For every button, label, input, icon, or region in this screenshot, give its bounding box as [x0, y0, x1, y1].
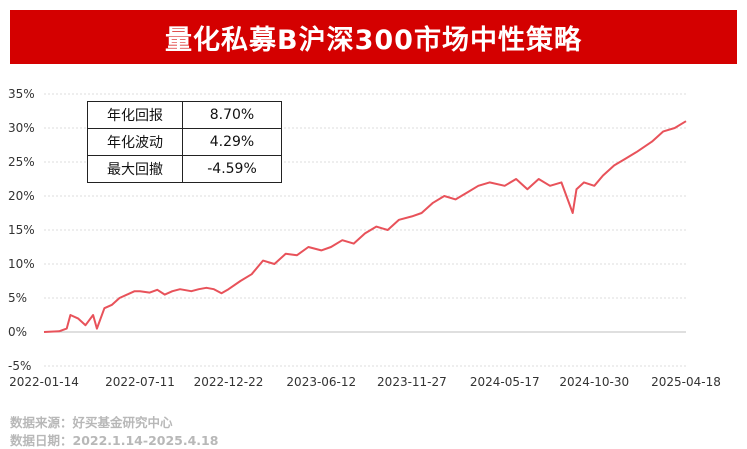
stats-row-annual-return: 年化回报 8.70%: [87, 101, 282, 129]
x-tick-label: 2023-11-27: [377, 375, 447, 389]
series-line: [43, 120, 687, 333]
y-tick-label: 20%: [8, 189, 35, 203]
stats-table: 年化回报 8.70% 年化波动 4.29% 最大回撤 -4.59%: [87, 101, 282, 183]
data-source: 数据来源：好买基金研究中心: [10, 415, 173, 430]
chart-title-banner: 量化私募B沪深300市场中性策略: [10, 10, 737, 64]
y-tick-label: 25%: [8, 155, 35, 169]
stats-row-annual-volatility: 年化波动 4.29%: [87, 128, 282, 156]
stats-row-max-drawdown: 最大回撤 -4.59%: [87, 155, 282, 183]
y-tick-label: 10%: [8, 257, 35, 271]
y-tick-label: 30%: [8, 121, 35, 135]
y-tick-label: -5%: [8, 359, 31, 373]
x-axis-ticks: 2022-01-14 2022-07-11 2022-12-22 2023-06-12…: [9, 375, 721, 389]
y-axis-ticks: -5% 0% 5% 10% 15% 20% 25% 30% 35%: [8, 87, 35, 373]
x-tick-label: 2024-05-17: [470, 375, 540, 389]
y-tick-label: 5%: [8, 291, 27, 305]
x-tick-label: 2023-06-12: [286, 375, 356, 389]
grid-layer: [44, 93, 686, 367]
stats-value: 4.29%: [182, 128, 282, 156]
stats-label: 年化回报: [87, 101, 183, 129]
series-layer: [43, 120, 687, 333]
stats-value: 8.70%: [182, 101, 282, 129]
x-tick-label: 2025-04-18: [651, 375, 721, 389]
stats-label: 最大回撤: [87, 155, 183, 183]
chart-title: 量化私募B沪深300市场中性策略: [165, 24, 582, 56]
y-tick-label: 15%: [8, 223, 35, 237]
x-tick-label: 2022-07-11: [105, 375, 175, 389]
y-tick-label: 0%: [8, 325, 27, 339]
x-tick-label: 2022-01-14: [9, 375, 79, 389]
data-date: 数据日期：2022.1.14-2025.4.18: [10, 433, 219, 448]
x-tick-label: 2024-10-30: [559, 375, 629, 389]
stats-label: 年化波动: [87, 128, 183, 156]
y-tick-label: 35%: [8, 87, 35, 101]
x-tick-label: 2022-12-22: [194, 375, 264, 389]
stats-value: -4.59%: [182, 155, 282, 183]
